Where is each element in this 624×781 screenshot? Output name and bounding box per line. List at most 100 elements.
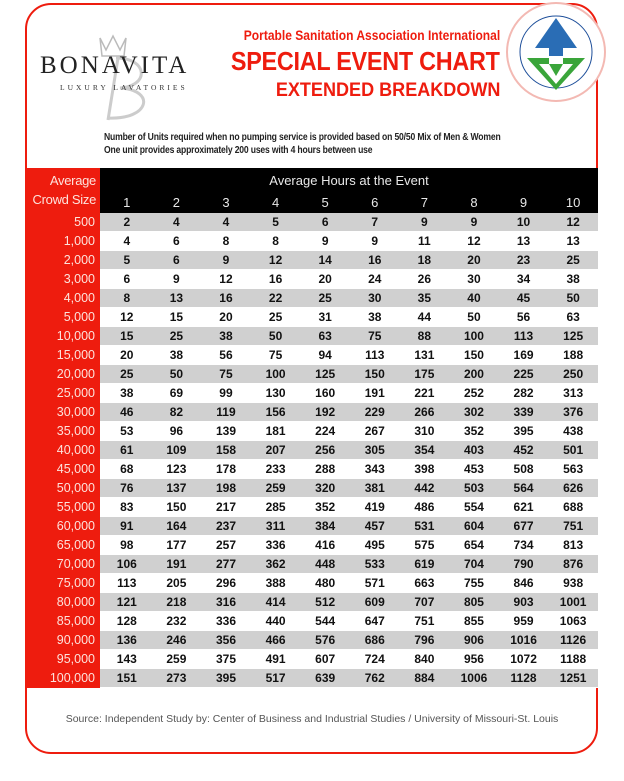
crowd-size-cell: 40,000 <box>25 441 100 460</box>
units-cell: 751 <box>563 519 584 533</box>
units-cell: 356 <box>215 633 236 647</box>
units-cell: 495 <box>364 538 385 552</box>
units-cell: 83 <box>120 500 134 514</box>
units-cell: 1072 <box>510 652 537 666</box>
units-cell: 677 <box>513 519 534 533</box>
units-cell: 217 <box>215 500 236 514</box>
units-cell: 395 <box>215 671 236 685</box>
units-cell: 109 <box>166 443 187 457</box>
crowd-size-cell: 5,000 <box>25 308 100 327</box>
units-cell: 442 <box>414 481 435 495</box>
units-cell: 938 <box>563 576 584 590</box>
units-cell: 266 <box>414 405 435 419</box>
units-cell: 388 <box>265 576 286 590</box>
units-cell: 453 <box>463 462 484 476</box>
units-cell: 376 <box>563 405 584 419</box>
units-cell: 1188 <box>560 652 587 666</box>
units-cells: 12 15 20 25 31 38 44 50 56 63 <box>100 308 598 327</box>
units-cell: 544 <box>315 614 336 628</box>
units-cell: 503 <box>463 481 484 495</box>
note-line: One unit provides approximately 200 uses… <box>104 144 373 156</box>
units-cell: 724 <box>364 652 385 666</box>
units-cell: 123 <box>166 462 187 476</box>
units-cell: 259 <box>166 652 187 666</box>
source-note: Source: Independent Study by: Center of … <box>65 713 559 725</box>
chart-notes: Number of Units required when no pumping… <box>104 132 501 157</box>
units-cell: 45 <box>516 291 531 305</box>
units-cell: 76 <box>120 481 134 495</box>
units-cell: 75 <box>219 367 233 381</box>
units-cell: 707 <box>414 595 435 609</box>
units-cell: 4 <box>123 234 131 248</box>
units-cell: 207 <box>265 443 286 457</box>
units-cells: 68 123 178 233 288 343 398 453 508 563 <box>100 460 598 479</box>
crowd-size-cell: 60,000 <box>25 517 100 536</box>
crowd-size-cell: 45,000 <box>25 460 100 479</box>
units-cell: 75 <box>368 329 382 343</box>
table-row: 15,000 20 38 56 75 94 113 131 150 169 188 <box>25 346 598 365</box>
table-row: 100,000 151 273 395 517 639 762 884 1006 1128 1251 <box>25 669 598 688</box>
units-cell: 13 <box>516 234 531 248</box>
units-cell: 1006 <box>460 671 488 685</box>
units-cell: 160 <box>315 386 336 400</box>
units-cell: 191 <box>166 557 187 571</box>
table-row: 55,000 83 150 217 285 352 419 486 554 621 688 <box>25 498 598 517</box>
header-line: Crowd Size <box>32 192 97 207</box>
units-cell: 508 <box>513 462 534 476</box>
units-cell: 6 <box>123 272 131 286</box>
hours-column-label: 6 <box>371 195 379 210</box>
header-line: Average <box>49 173 96 188</box>
units-cell: 381 <box>364 481 385 495</box>
units-cell: 106 <box>116 557 137 571</box>
units-cell: 9 <box>321 234 329 248</box>
hours-column-label: 4 <box>271 195 280 210</box>
units-cell: 61 <box>120 443 134 457</box>
units-cells: 20 38 56 75 94 113 131 150 169 188 <box>100 346 598 365</box>
units-cell: 626 <box>563 481 584 495</box>
units-cell: 604 <box>463 519 484 533</box>
units-cell: 113 <box>117 576 137 590</box>
units-cells: 25 50 75 100 125 150 175 200 225 250 <box>100 365 598 384</box>
units-cells: 46 82 119 156 192 229 266 302 339 376 <box>100 403 598 422</box>
units-cell: 805 <box>463 595 484 609</box>
units-cell: 121 <box>116 595 137 609</box>
units-cell: 25 <box>268 310 283 324</box>
units-cells: 6 9 12 16 20 24 26 30 34 38 <box>100 270 598 289</box>
table-row: 45,000 68 123 178 233 288 343 398 453 508 563 <box>25 460 598 479</box>
units-cell: 663 <box>414 576 435 590</box>
units-cell: 7 <box>371 215 379 229</box>
units-cell: 151 <box>116 671 137 685</box>
crowd-size-cell: 100,000 <box>25 669 100 688</box>
units-cell: 621 <box>513 500 534 514</box>
units-cell: 296 <box>215 576 236 590</box>
units-cell: 99 <box>219 386 233 400</box>
units-cell: 533 <box>364 557 385 571</box>
units-cell: 288 <box>315 462 336 476</box>
units-cell: 136 <box>116 633 137 647</box>
units-cell: 50 <box>467 310 481 324</box>
units-cell: 177 <box>166 538 187 552</box>
units-cell: 790 <box>513 557 534 571</box>
units-cell: 63 <box>318 329 332 343</box>
units-cell: 56 <box>516 310 531 324</box>
units-cell: 12 <box>467 234 481 248</box>
hours-column-label: 7 <box>420 195 428 210</box>
units-cell: 11 <box>418 234 431 248</box>
table-row: 4,000 8 13 16 22 25 30 35 40 45 50 <box>25 289 598 308</box>
units-cell: 956 <box>463 652 484 666</box>
table-body: 500 2 4 4 5 6 7 9 9 10 12 1,000 4 6 8 8 9 9 11 12 13 13 2,000 5… <box>25 213 598 688</box>
units-cell: 320 <box>315 481 336 495</box>
table-row: 500 2 4 4 5 6 7 9 9 10 12 <box>25 213 598 232</box>
units-cell: 38 <box>219 329 233 343</box>
units-cell: 250 <box>563 367 584 381</box>
units-cell: 96 <box>169 424 184 438</box>
units-cell: 313 <box>563 386 584 400</box>
units-cell: 46 <box>120 405 134 419</box>
units-cell: 256 <box>315 443 336 457</box>
units-cell: 884 <box>414 671 435 685</box>
units-cell: 14 <box>318 253 332 267</box>
crowd-size-cell: 55,000 <box>25 498 100 517</box>
units-cell: 1016 <box>510 633 537 647</box>
hours-header-title: Average Hours at the Event <box>269 173 429 188</box>
units-cell: 310 <box>414 424 435 438</box>
